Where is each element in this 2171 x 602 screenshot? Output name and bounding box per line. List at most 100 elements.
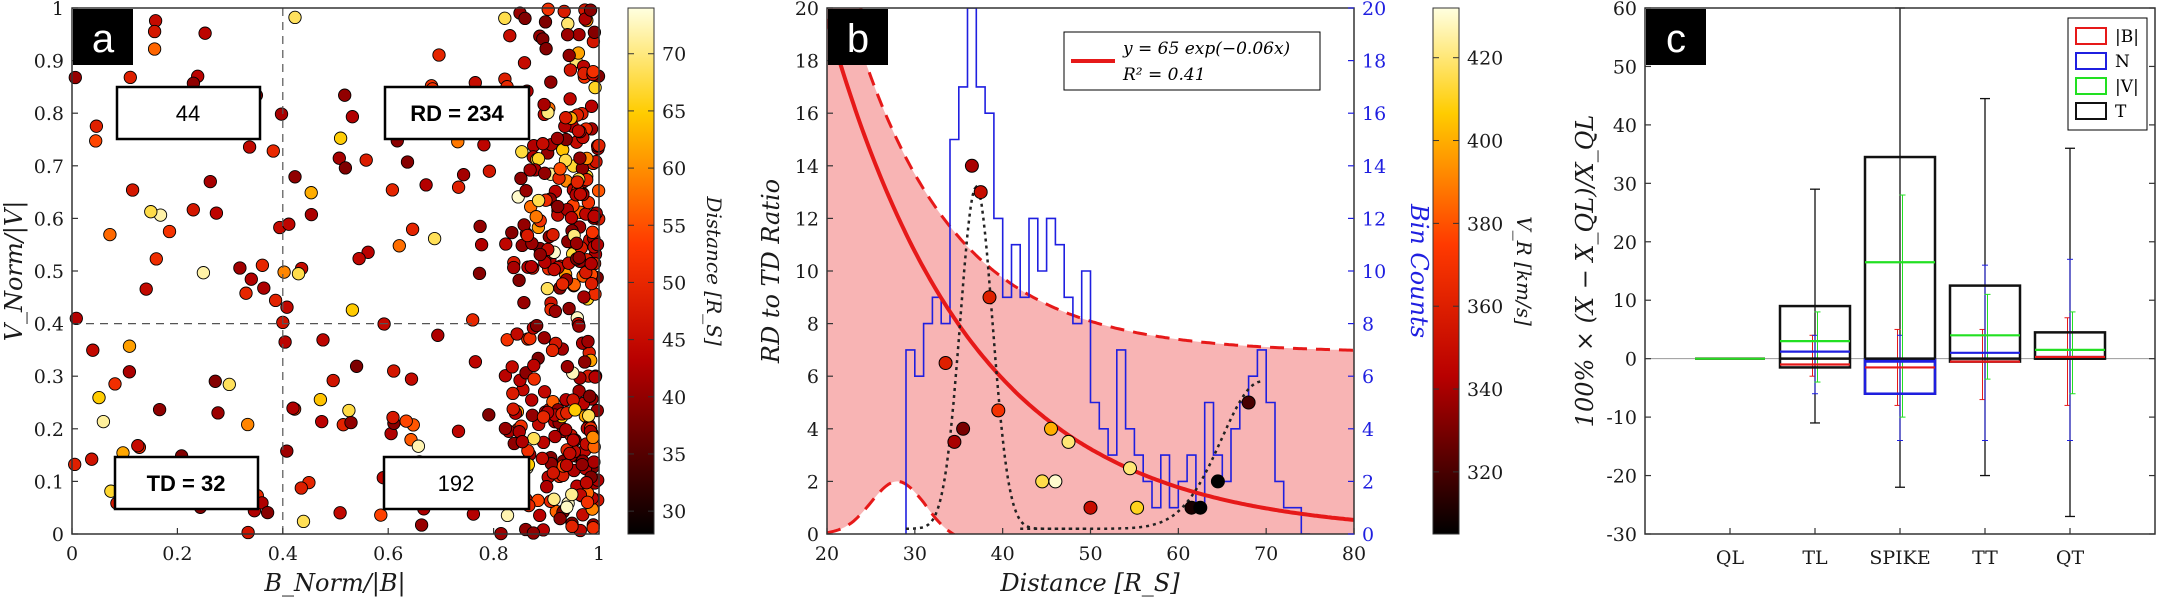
scatter-point [257,281,271,295]
scatter-point [294,481,308,495]
y-tick-label: 0.3 [34,366,64,388]
scatter-point [503,29,517,43]
scatter-point [585,225,600,239]
scatter-point [572,27,586,42]
x-tick-label: 30 [903,543,927,565]
scatter-point [580,495,595,509]
scatter-point [432,48,446,62]
scatter-point [557,4,571,19]
scatter-point [241,417,255,432]
bin-count-histogram [905,8,1311,534]
scatter-point [162,224,177,239]
scatter-point [144,205,158,219]
y2-tick-label: 10 [1362,261,1386,283]
panel-a-colorbar-label: Distance [R_S] [702,195,726,345]
scatter-point [92,390,106,405]
scatter-point [564,211,579,225]
scatter-point [68,70,82,85]
ratio-point [982,290,997,305]
scatter-point [562,301,576,316]
x-tick-label: 70 [1254,543,1278,565]
scatter-point [186,203,200,217]
scatter-point [400,155,415,169]
scatter-point [122,365,137,379]
scatter-point [349,359,364,373]
scatter-point [342,403,356,418]
scatter-point [555,277,570,291]
scatter-point [147,24,162,39]
colorbar-tick-label: 40 [662,387,686,409]
panel-a: 0 0.2 0.4 0.6 0.8 1 0 0.1 0.2 0.3 0.4 0.5 0.6 0.7 0.8 0… [0,0,726,598]
panel-c-ylabel: 100% × (X − X_QL)/X_QL [1571,115,1599,428]
exponential-fit-line [827,18,1354,522]
scatter-point [500,508,515,523]
scatter-point [280,300,294,314]
scatter-point [211,406,225,420]
colorbar-tick-label: 45 [662,330,686,352]
scatter-point [587,25,602,39]
scatter-point [333,131,348,145]
y-tick-label: 0.7 [34,156,64,178]
scatter-point [411,439,426,453]
scatter-point [266,144,280,158]
ratio-point [1083,500,1098,515]
legend-fit-equation: y = 65 exp(−0.06x) [1122,39,1290,59]
scatter-point [537,331,551,345]
quadrant-count-top-right: RD = 234 [410,101,504,126]
panel-b: 20 30 40 50 60 70 8002468101214161820024681012… [757,0,1536,597]
panel-c-axis-ticks: -30 -20 -10 0 10 20 30 40 50 60 QL TL SPIKE TT QT [1606,0,2155,569]
scatter-point [515,145,529,159]
y-tick-label: 0.2 [34,419,64,441]
colorbar-tick-label: 380 [1467,213,1503,235]
scatter-point [288,10,302,25]
scatter-point [587,209,601,223]
scatter-point [562,48,576,63]
y-tick-label: 1 [52,0,64,20]
scatter-point [531,152,546,166]
scatter-point [563,92,577,106]
y2-tick-label: 16 [1362,103,1386,125]
scatter-point [541,2,555,16]
scatter-point [268,293,283,308]
scatter-point [536,137,550,151]
panel-b-points [938,158,1256,515]
scatter-point [570,175,584,189]
scatter-point [561,17,575,31]
gaussian-overlay-2 [1020,380,1262,530]
colorbar-tick-label: 65 [662,101,686,123]
scatter-point [560,500,574,514]
x-tick-label: 20 [815,543,839,565]
y-tick-label: 16 [795,103,819,125]
y2-tick-label: 12 [1362,208,1386,230]
ratio-point [973,185,988,200]
scatter-point [222,377,236,392]
scatter-point [451,180,466,194]
scatter-point [198,26,212,40]
scatter-point [277,265,291,279]
scatter-point [524,259,538,274]
scatter-point [242,140,257,154]
colorbar-tick-label: 340 [1467,379,1503,401]
quadrant-box-top-right [383,85,531,141]
scatter-point [582,409,596,423]
scatter-point [209,206,224,220]
scatter-point [535,451,549,466]
x-tick-label: 0.6 [373,543,403,565]
scatter-point [583,3,598,17]
panel-a-colorbar-ticks: 30 35 40 45 50 55 60 65 70 [628,44,686,523]
colorbar-tick-label: 70 [662,44,686,66]
scatter-point [573,151,587,165]
panel-c: -30 -20 -10 0 10 20 30 40 50 60 QL TL SPIKE TT QT |B| N… [1571,0,2156,569]
scatter-point [572,319,586,333]
colorbar-tick-label: 35 [662,444,686,466]
scatter-point [498,369,513,383]
scatter-point [538,15,553,29]
legend-label: |B| [2115,27,2139,47]
ratio-point [938,356,953,370]
scatter-point [547,262,561,277]
scatter-point [584,276,599,291]
scatter-point [506,402,520,416]
scatter-point [108,377,122,391]
scatter-point [359,153,373,167]
